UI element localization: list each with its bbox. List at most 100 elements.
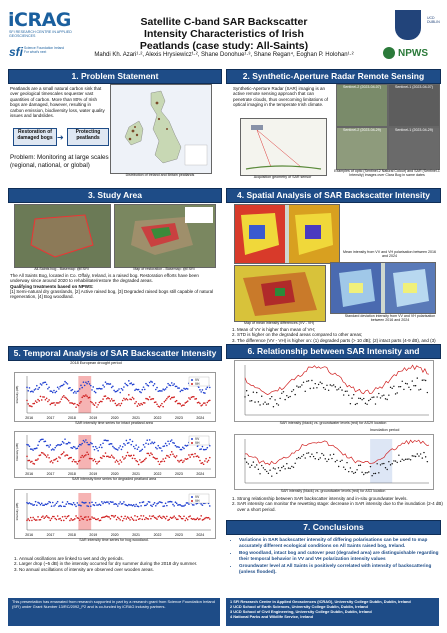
- vv-point: [118, 447, 120, 449]
- vh-point: [103, 516, 106, 518]
- vv-point: [49, 390, 52, 392]
- s1-box-restoration: Restoration of damaged bogs: [13, 128, 57, 146]
- vv-point: [108, 502, 110, 505]
- vh-point: [178, 515, 180, 517]
- vv-point: [175, 446, 178, 448]
- intensity-point: [259, 473, 261, 475]
- vv-point: [205, 448, 207, 451]
- vv-point: [51, 501, 54, 504]
- vh-point: [189, 515, 191, 517]
- intensity-point: [296, 385, 298, 387]
- vh-point: [86, 519, 88, 521]
- intensity-point: [364, 402, 367, 405]
- x-tick-label: 2019: [89, 472, 97, 476]
- vh-point: [179, 403, 182, 405]
- intensity-point: [371, 474, 373, 477]
- intensity-point: [301, 455, 303, 458]
- intensity-point: [348, 470, 350, 473]
- vv-point: [39, 383, 42, 385]
- vh-point: [125, 397, 128, 400]
- vh-point: [47, 516, 49, 519]
- intensity-point: [389, 464, 392, 466]
- vv-point: [32, 391, 34, 393]
- vh-point: [49, 461, 52, 463]
- vv-point: [137, 446, 140, 448]
- vh-point: [26, 399, 28, 402]
- intensity-point: [332, 384, 335, 386]
- vh-point: [162, 405, 164, 408]
- vv-point: [93, 448, 96, 451]
- vv-point: [71, 447, 74, 449]
- ucd-crest-logo: [395, 10, 421, 40]
- vh-point: [118, 463, 120, 465]
- vh-point: [112, 515, 114, 517]
- vh-point: [189, 398, 191, 400]
- vh-point: [92, 517, 95, 519]
- vv-point: [159, 447, 162, 449]
- satellite-geometry-icon: [245, 125, 322, 170]
- vh-point: [152, 515, 155, 517]
- vh-point: [33, 518, 36, 520]
- vv-point: [145, 442, 147, 445]
- vh-point: [70, 456, 72, 459]
- vv-point: [163, 389, 166, 391]
- vv-point: [34, 388, 37, 390]
- intensity-point: [401, 380, 403, 383]
- vh-point: [208, 518, 211, 520]
- vv-point: [38, 386, 41, 389]
- vh-point: [88, 396, 91, 399]
- intensity-point: [394, 460, 397, 462]
- vh-point: [88, 457, 91, 460]
- vh-point: [105, 397, 108, 400]
- vv-point: [152, 384, 155, 387]
- vh-point: [195, 397, 198, 400]
- restoration-map-icon: [115, 205, 215, 267]
- vh-point: [143, 402, 146, 404]
- vv-point: [132, 383, 135, 386]
- intensity-point: [289, 395, 291, 398]
- vh-point: [51, 461, 54, 464]
- vv-point: [26, 386, 28, 389]
- vh-point: [177, 459, 179, 462]
- vh-point: [143, 458, 146, 461]
- intensity-point: [309, 455, 311, 458]
- vv-point: [125, 383, 128, 386]
- vv-point: [83, 502, 86, 504]
- legend-marker: [191, 500, 193, 502]
- vh-point: [172, 453, 174, 455]
- vh-point: [172, 516, 174, 519]
- s6-point-1: Strong relationship between SAR backscat…: [237, 496, 447, 501]
- vv-point: [126, 442, 129, 445]
- vv-point: [121, 389, 124, 391]
- vv-point: [78, 504, 81, 506]
- vh-point: [32, 516, 34, 519]
- vv-point: [156, 503, 158, 505]
- vv-point: [162, 388, 164, 391]
- vv-point: [36, 384, 38, 387]
- vh-point: [26, 455, 28, 458]
- vv-point: [125, 504, 128, 507]
- vh-point: [128, 517, 130, 520]
- section-5-title: 5. Temporal Analysis of SAR Backscatter …: [8, 346, 222, 361]
- vv-point: [28, 445, 31, 448]
- vh-point: [39, 395, 42, 398]
- vh-point: [86, 451, 88, 454]
- vh-point: [76, 463, 79, 465]
- intensity-point: [289, 467, 291, 470]
- vv-point: [67, 502, 70, 505]
- intensity-point: [247, 463, 250, 465]
- intensity-point: [281, 466, 283, 469]
- vv-point: [159, 501, 162, 503]
- vv-point: [130, 382, 133, 384]
- vh-point: [63, 451, 65, 453]
- vv-point: [159, 390, 162, 392]
- vv-point: [91, 442, 93, 445]
- intensity-point: [272, 467, 275, 469]
- vv-point: [76, 502, 79, 504]
- vh-point: [200, 515, 202, 517]
- intensity-point: [247, 394, 250, 397]
- intensity-point: [279, 397, 281, 400]
- vv-point: [119, 445, 122, 447]
- vv-point: [179, 504, 182, 506]
- vh-point: [59, 517, 61, 520]
